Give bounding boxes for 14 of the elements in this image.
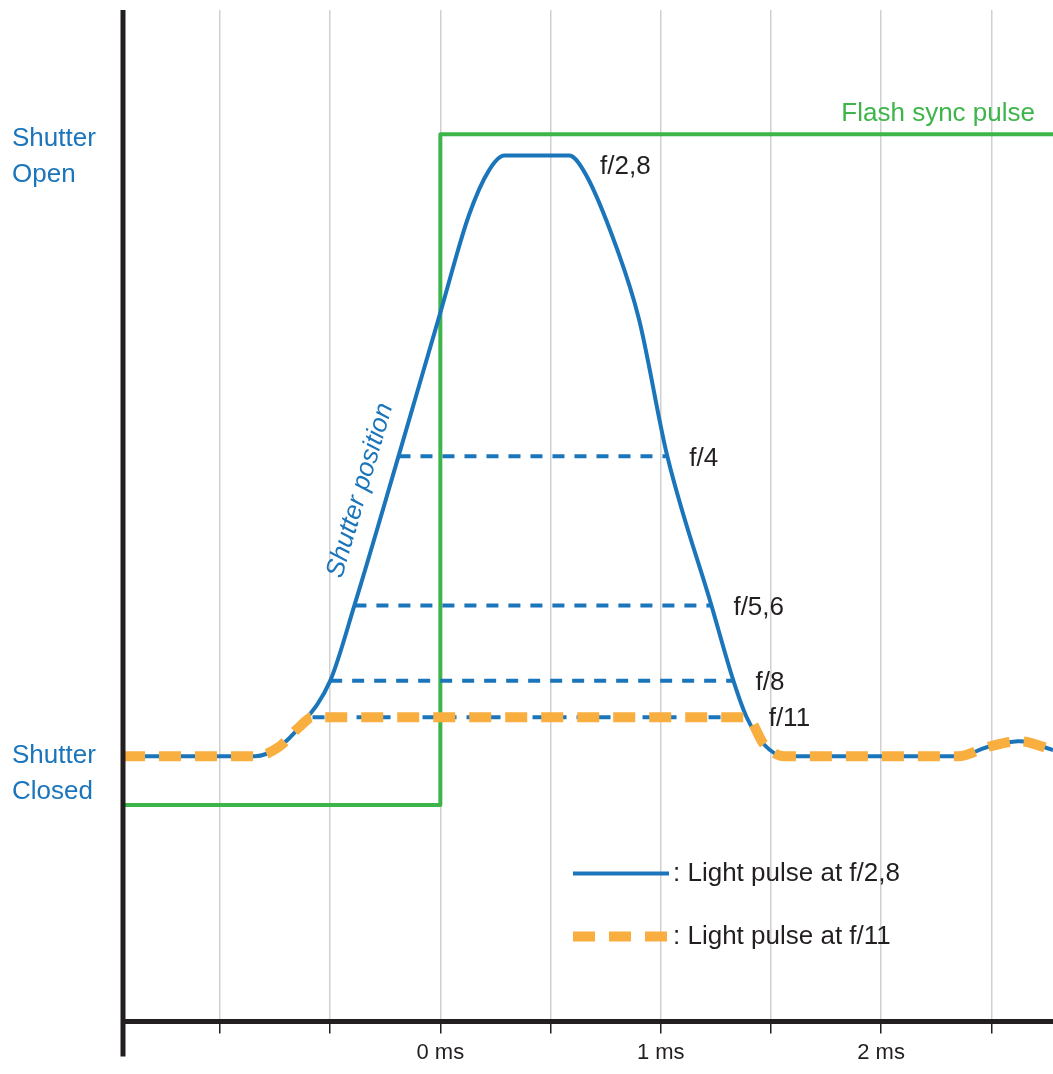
series-label: f/8 xyxy=(755,666,785,697)
legend-label: : Light pulse at f/11 xyxy=(673,919,891,950)
x-tick-label: 0 ms xyxy=(416,1038,465,1064)
series-label: f/5,6 xyxy=(733,590,785,621)
text: Shutter Closed xyxy=(12,738,97,805)
text: Shutter Open xyxy=(12,121,97,188)
annotation: Shutter position xyxy=(318,399,399,581)
series-label: f/11 xyxy=(768,702,811,733)
annotation: f/2,8 xyxy=(600,149,651,180)
x-tick-label: 2 ms xyxy=(857,1038,905,1064)
x-tick-label: 1 ms xyxy=(636,1038,685,1064)
series-label: Flash sync pulse xyxy=(841,97,1035,128)
legend-label: : Light pulse at f/2,8 xyxy=(673,856,900,887)
series-label: f/4 xyxy=(689,441,719,472)
